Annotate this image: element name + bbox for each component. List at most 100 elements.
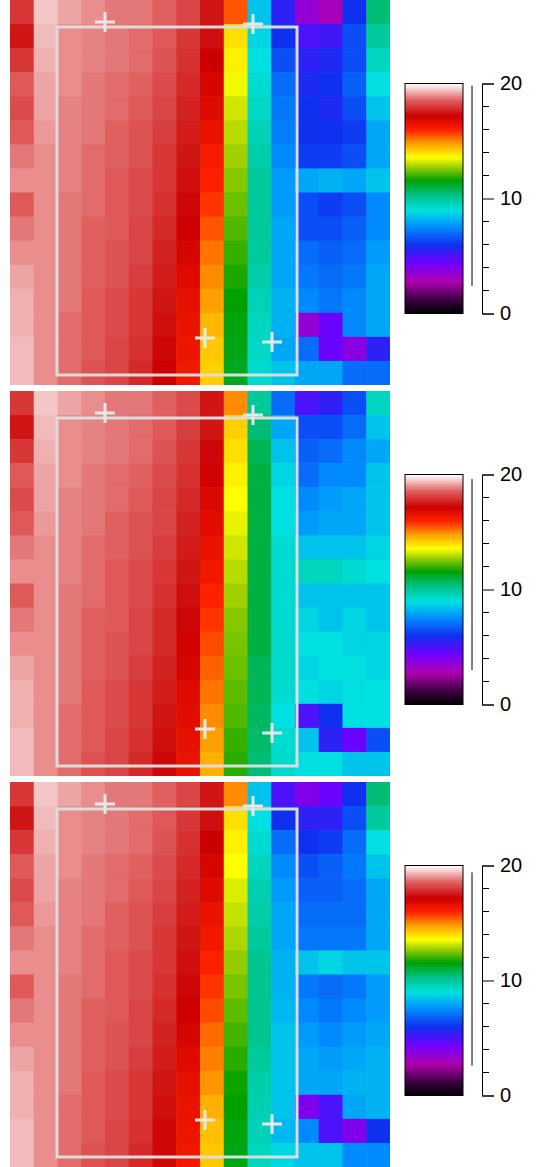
cell	[271, 463, 295, 488]
cell	[271, 0, 295, 25]
cell	[366, 1047, 390, 1072]
cell	[129, 608, 153, 633]
cell	[129, 752, 153, 776]
cell	[343, 72, 367, 97]
cell	[343, 48, 367, 73]
cross-marker	[95, 403, 115, 423]
cell	[343, 463, 367, 488]
cell	[224, 193, 248, 218]
cell	[34, 463, 58, 488]
cell	[10, 1023, 34, 1048]
cell	[58, 950, 82, 975]
cell	[10, 463, 34, 488]
cell	[319, 415, 343, 440]
cell	[81, 632, 105, 657]
cell	[176, 608, 200, 633]
minor-tick	[482, 1072, 489, 1073]
colorbar	[405, 475, 472, 706]
cell	[319, 704, 343, 729]
cell	[176, 337, 200, 362]
colorbar-axis: 01020	[482, 854, 522, 1106]
cell	[343, 144, 367, 169]
cell	[105, 361, 129, 385]
cell	[248, 193, 272, 218]
cell	[295, 608, 319, 633]
cell	[10, 217, 34, 242]
cell	[319, 1119, 343, 1144]
cell	[200, 289, 224, 314]
tick: 0	[482, 693, 511, 715]
cell	[10, 120, 34, 145]
cell	[81, 48, 105, 73]
cell	[129, 193, 153, 218]
cell	[129, 72, 153, 97]
cell	[129, 217, 153, 242]
cell	[248, 391, 272, 416]
cell	[295, 1095, 319, 1120]
panel: 01020	[10, 782, 522, 1167]
cell	[58, 632, 82, 657]
cell	[105, 728, 129, 753]
cell	[271, 193, 295, 218]
cell	[319, 854, 343, 879]
cell	[248, 680, 272, 705]
cell	[343, 1143, 367, 1167]
data-range-line	[472, 872, 473, 1065]
cell	[224, 704, 248, 729]
cell	[176, 950, 200, 975]
cell	[105, 313, 129, 338]
cell	[343, 487, 367, 512]
cell	[176, 999, 200, 1024]
cell	[271, 289, 295, 314]
cell	[319, 265, 343, 290]
cell	[224, 559, 248, 584]
cell	[58, 680, 82, 705]
cell	[319, 1095, 343, 1120]
cell	[58, 902, 82, 927]
cell	[58, 728, 82, 753]
minor-tick	[482, 129, 489, 130]
cell	[248, 1095, 272, 1120]
cell	[343, 830, 367, 855]
cell	[81, 337, 105, 362]
cell	[366, 806, 390, 831]
cell	[10, 680, 34, 705]
cell	[224, 337, 248, 362]
cell	[224, 999, 248, 1024]
cell	[366, 72, 390, 97]
cell	[224, 656, 248, 681]
cell	[366, 926, 390, 951]
cell	[224, 361, 248, 385]
cell	[58, 463, 82, 488]
tick-mark	[482, 981, 494, 982]
cell	[34, 704, 58, 729]
cell	[248, 361, 272, 385]
cell	[176, 535, 200, 560]
cell	[58, 830, 82, 855]
cell	[343, 608, 367, 633]
cell	[343, 415, 367, 440]
cell	[58, 854, 82, 879]
cell	[224, 632, 248, 657]
data-range-line	[472, 479, 473, 670]
cell	[295, 193, 319, 218]
cell	[248, 120, 272, 145]
cell	[224, 950, 248, 975]
cell	[295, 511, 319, 536]
cell	[58, 704, 82, 729]
cell	[153, 632, 177, 657]
colorbar-axis: 01020	[482, 72, 522, 324]
cell	[200, 96, 224, 121]
cell	[366, 1143, 390, 1167]
tick: 20	[482, 854, 522, 876]
cell	[105, 656, 129, 681]
cell	[105, 48, 129, 73]
cell	[224, 1095, 248, 1120]
cell	[200, 559, 224, 584]
cell	[58, 0, 82, 25]
cell	[248, 1023, 272, 1048]
cell	[319, 680, 343, 705]
cell	[271, 975, 295, 1000]
cell	[295, 782, 319, 807]
cell	[343, 511, 367, 536]
